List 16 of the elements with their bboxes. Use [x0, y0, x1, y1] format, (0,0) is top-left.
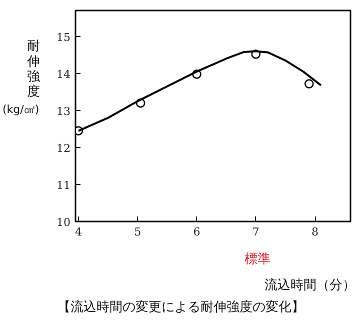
point — [304, 79, 314, 88]
text: 【流込時間の変更による耐伸強度の変化】 — [58, 299, 304, 315]
x-tick-label: 8 — [312, 226, 319, 238]
y-tick-label: 13 — [56, 104, 71, 118]
y-axis-title: 耐伸強度(kg/㎠) — [2, 39, 40, 116]
x-tick-label: 7 — [252, 226, 260, 238]
y-tick-label: 11 — [56, 178, 71, 192]
x-tick-label: 6 — [193, 226, 200, 238]
y-tick-label: 12 — [56, 142, 71, 155]
x-tick-label: 4 — [74, 226, 82, 238]
x-tick-label: 5 — [134, 226, 142, 238]
y-tick-label: 15 — [56, 30, 71, 44]
y-tick-label: 10 — [56, 216, 71, 229]
y-tick-label: 14 — [56, 68, 71, 81]
x-axis-title: 流込時間（分） — [264, 277, 356, 293]
text: 標準 — [244, 252, 270, 267]
